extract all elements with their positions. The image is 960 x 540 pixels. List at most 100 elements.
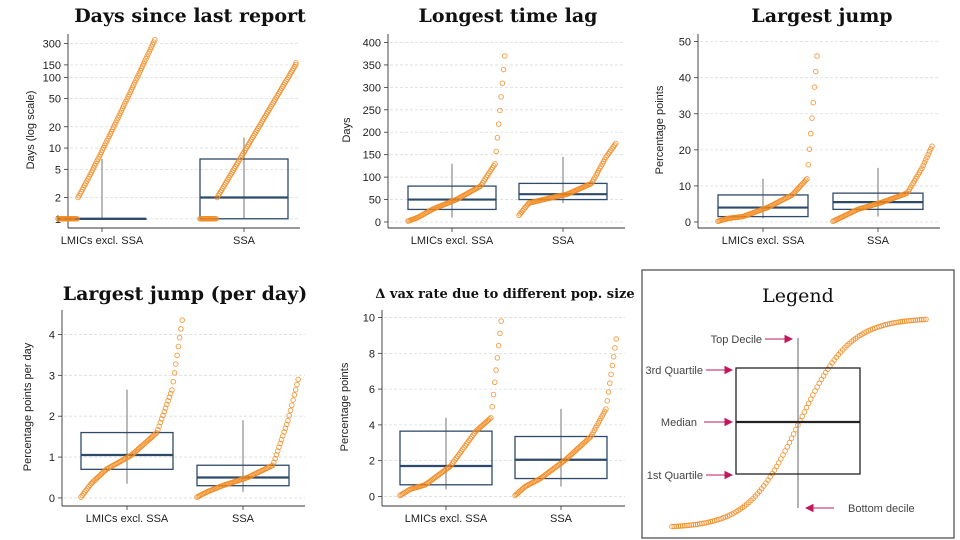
data-point — [153, 430, 160, 436]
data-point — [290, 397, 296, 403]
data-point — [497, 330, 503, 337]
data-point — [603, 406, 609, 412]
data-point — [811, 84, 818, 90]
data-point — [152, 37, 158, 43]
data-point — [809, 115, 815, 121]
data-point — [812, 68, 819, 75]
legend-point — [799, 413, 805, 420]
data-point — [921, 159, 928, 166]
data-point — [492, 379, 498, 386]
data-point — [158, 416, 165, 422]
data-point — [291, 392, 298, 398]
panel-jumpday: Largest jump (per day) 0 1 2 3 4 Percentage po… — [22, 283, 307, 525]
y-tick-label: 8 — [369, 348, 375, 360]
x-tick-label: LMICs excl. SSA — [405, 513, 488, 525]
x-tick-label: SSA — [233, 235, 256, 247]
data-point — [165, 398, 171, 404]
data-point — [488, 415, 494, 421]
panel-vax: Δ vax rate due to different pop. size 0 2 4… — [339, 287, 635, 525]
legend-label-1st-quartile: 1st Quartile — [647, 470, 703, 482]
data-point — [176, 334, 183, 341]
box — [80, 431, 174, 470]
y-tick-label: 50 — [369, 195, 381, 207]
legend-point — [788, 435, 795, 442]
data-point — [609, 362, 616, 369]
data-point — [497, 107, 503, 114]
legend-label-median: Median — [661, 417, 697, 429]
y-tick-label: 300 — [363, 82, 381, 94]
data-point — [486, 416, 493, 422]
data-point — [162, 405, 169, 411]
legend-label-bottom-decile: Bottom decile — [848, 503, 915, 515]
data-point — [289, 402, 295, 409]
y-tick-label: 6 — [369, 384, 375, 396]
data-point — [152, 431, 159, 437]
y-tick-label: 10 — [49, 143, 61, 155]
data-point — [920, 162, 926, 169]
legend-point — [790, 431, 797, 437]
legend-point — [784, 444, 791, 450]
y-tick-label: 10 — [363, 313, 375, 325]
y-tick-label: 50 — [679, 37, 691, 49]
x-tick-label: LMICs excl. SSA — [61, 235, 144, 247]
legend-point — [786, 439, 793, 446]
legend-point — [782, 448, 788, 454]
data-point — [500, 66, 507, 73]
data-point — [604, 398, 610, 404]
data-point — [295, 376, 301, 383]
y-tick-label: 40 — [679, 73, 691, 85]
panel-title: Longest time lag — [419, 5, 598, 27]
y-tick-label: 250 — [363, 105, 381, 117]
box — [199, 158, 289, 220]
y-axis-label: Days (log scale) — [25, 91, 37, 170]
y-tick-label: 4 — [49, 329, 55, 341]
y-tick-label: 2 — [55, 192, 61, 204]
data-point — [179, 317, 185, 323]
y-tick-label: 150 — [363, 150, 381, 162]
data-point — [927, 146, 934, 152]
box — [514, 435, 608, 480]
legend-point — [801, 409, 808, 415]
data-point — [926, 148, 933, 155]
data-point — [156, 423, 162, 429]
y-tick-label: 2 — [369, 456, 375, 468]
x-tick-label: SSA — [867, 235, 890, 247]
data-point — [173, 361, 179, 367]
panel-lag: Longest time lag 0 50 100 150 200 250 300 350 400… — [341, 5, 625, 247]
box — [399, 430, 493, 486]
data-point — [292, 387, 299, 393]
data-point — [169, 387, 175, 393]
legend-title: Legend — [762, 285, 834, 307]
x-tick-label: LMICs excl. SSA — [722, 235, 805, 247]
x-tick-label: SSA — [550, 513, 573, 525]
data-point — [612, 345, 618, 351]
data-point — [613, 140, 619, 147]
y-tick-label: 5 — [55, 164, 61, 176]
box — [518, 182, 608, 201]
data-point — [493, 367, 499, 373]
data-point — [161, 408, 168, 415]
data-point — [502, 53, 508, 59]
data-point — [607, 380, 613, 386]
legend-label-3rd-quartile: 3rd Quartile — [646, 365, 703, 377]
data-point — [924, 154, 930, 160]
data-point — [925, 151, 931, 158]
box — [717, 194, 809, 218]
data-point — [174, 352, 180, 359]
y-tick-label: 10 — [679, 181, 691, 193]
data-point — [170, 378, 176, 385]
legend-point — [805, 400, 812, 407]
data-point — [495, 121, 502, 127]
panel-jump: Largest jump 0 10 20 30 40 50 Percentage points… — [654, 5, 940, 247]
data-point — [494, 135, 501, 141]
y-tick-label: 3 — [49, 370, 55, 382]
legend-point — [923, 316, 929, 323]
y-tick-label: 400 — [363, 37, 381, 49]
x-tick-label: SSA — [552, 235, 575, 247]
data-point — [166, 394, 173, 400]
data-point — [498, 318, 504, 324]
y-tick-label: 0 — [49, 493, 55, 505]
panel-title: Largest jump (per day) — [63, 283, 307, 305]
y-tick-label: 30 — [679, 109, 691, 121]
panel-title: Days since last report — [74, 5, 306, 27]
